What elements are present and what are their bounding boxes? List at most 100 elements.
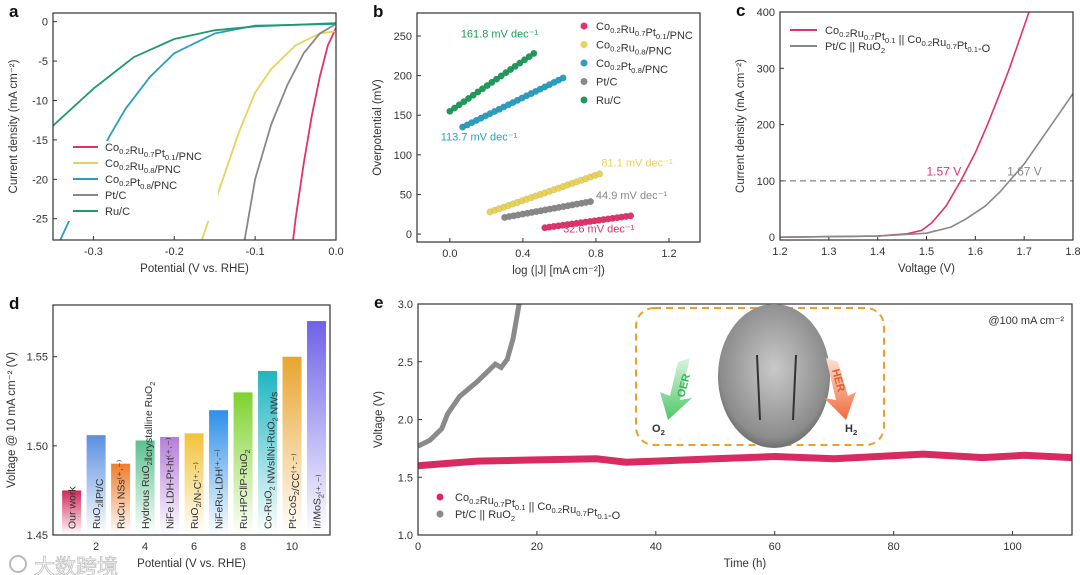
y-tick-label: 3.0 <box>398 299 413 311</box>
legend-label: Co0.2Ru0.7Pt0.1 || Co0.2Ru0.7Pt0.1-O <box>455 492 621 522</box>
electrode-right <box>792 354 797 421</box>
bar-category-label: Co-RuO2 NWs‖Ni-RuO2 NWs <box>263 392 281 529</box>
condition-label: @100 mA cm⁻² <box>988 315 1064 327</box>
y-tick-label: -10 <box>32 95 48 107</box>
legend-label: Pt/C || RuO2 <box>825 41 885 55</box>
data-point <box>446 107 454 115</box>
watermark: 大数跨境 <box>34 556 118 575</box>
bar-category-label: Pt-CoS2/CC⁽⁺·⁻⁾ <box>287 453 302 529</box>
x-tick-label: 0.8 <box>588 248 603 260</box>
bar-category-label: RuCu NSs⁽⁺·⁻⁾ <box>116 459 128 529</box>
legend-marker <box>580 96 588 104</box>
her-arrow-icon <box>824 358 856 420</box>
onset-voltage-label: 1.67 V <box>1007 164 1042 178</box>
y-tick-label: -20 <box>32 174 48 186</box>
y-tick-label: 1.50 <box>27 441 48 453</box>
oer-arrow-icon <box>660 358 692 420</box>
y-tick-label: 250 <box>394 31 412 43</box>
x-tick-label: 100 <box>1003 541 1021 553</box>
data-point <box>469 91 477 99</box>
x-tick-label: 1.4 <box>870 246 885 258</box>
y-tick-label: -25 <box>32 214 48 226</box>
x-tick-label: 0.4 <box>515 248 530 260</box>
x-tick-label: 20 <box>531 541 543 553</box>
data-point <box>596 170 604 178</box>
x-tick-label: 1.2 <box>772 246 787 258</box>
series-line <box>53 22 336 127</box>
x-tick-label: 1.6 <box>968 246 983 258</box>
legend-label: Co0.2Ru0.7Pt0.1/PNC <box>596 21 693 42</box>
x-tick-label: 1.5 <box>919 246 934 258</box>
panel-letter: a <box>9 2 19 21</box>
her-label: HER <box>829 368 847 394</box>
x-tick-label: 80 <box>888 541 900 553</box>
x-axis-label: Time (h) <box>724 558 767 570</box>
data-point <box>488 78 496 86</box>
x-tick-label: -0.1 <box>246 246 265 258</box>
y-tick-label: 50 <box>400 189 412 201</box>
data-point <box>483 81 491 90</box>
x-tick-label: 1.8 <box>1065 246 1080 258</box>
bar <box>233 392 253 535</box>
oer-label: OER <box>675 373 693 399</box>
plot-frame <box>52 12 337 241</box>
y-tick-label: 2.0 <box>398 415 413 427</box>
y-tick-label: 1.0 <box>398 530 413 542</box>
x-tick-label: 0.0 <box>328 246 343 258</box>
legend-label: Pt/C <box>105 190 126 202</box>
legend-marker <box>580 59 588 67</box>
x-tick-label: 1.7 <box>1017 246 1032 258</box>
data-point <box>492 75 501 83</box>
bar-category-label: NiFeRu-LDH⁽⁺·⁻⁾ <box>214 449 226 529</box>
y-tick-label: 400 <box>757 7 775 19</box>
legend-label: Co0.2Ru0.8/PNC <box>596 40 672 58</box>
legend-marker <box>436 493 444 501</box>
y-tick-label: -15 <box>32 135 48 147</box>
y-tick-label: 150 <box>394 110 412 122</box>
panel-d-chart: 2 4 6 8 10 1.45 1.50 1.55 Potential (V vs. RHE) V… <box>6 294 331 570</box>
data-point <box>460 98 468 106</box>
panel-a-chart: -0.3 -0.2 -0.1 0.0 0 -5 -10 -15 -20 -25 Potential … <box>8 2 344 275</box>
bar-category-label: Ir/MoS2⁽⁺·⁻⁾ <box>312 474 327 529</box>
y-axis-label: Current density (mA cm⁻²) <box>735 59 747 193</box>
x-tick-label: 40 <box>650 541 662 553</box>
y-tick-label: 100 <box>757 176 775 188</box>
o2-product-label: O2 <box>652 423 665 437</box>
x-tick-label: -0.2 <box>165 246 184 258</box>
y-axis-label: Voltage (V) <box>373 391 385 448</box>
x-tick-label: -0.3 <box>84 246 103 258</box>
bar-category-label: RuO2‖Pt/C <box>91 478 106 529</box>
plot-frame <box>417 303 1073 536</box>
bar-category-label: Ru-HPC‖P-RuO2 <box>238 449 252 529</box>
legend-marker <box>436 510 444 518</box>
y-tick-label: 200 <box>757 120 775 132</box>
y-tick-label: 1.5 <box>398 472 413 484</box>
bar <box>86 435 106 535</box>
legend-label: Pt/C || RuO2 <box>455 509 515 523</box>
data-point <box>520 56 529 64</box>
x-tick-label: 4 <box>142 541 148 553</box>
legend-label: Co0.2Pt0.8/PNC <box>105 174 177 192</box>
data-point <box>478 85 487 93</box>
tafel-slope-label: 113.7 mV dec⁻¹ <box>441 132 518 144</box>
y-tick-label: 200 <box>394 71 412 83</box>
y-axis-label: Voltage @ 10 mA cm⁻² (V) <box>6 352 18 488</box>
bar <box>160 436 180 535</box>
x-tick-label: 60 <box>769 541 781 553</box>
bar-category-label: NiFe LDH-Pt-ht⁽⁺·⁻⁾ <box>165 437 177 529</box>
panel-e-inset: OER HER O2 H2 <box>635 304 885 448</box>
data-point <box>455 101 463 109</box>
data-point <box>586 198 595 206</box>
y-axis-label: Current density (mA cm⁻²) <box>8 59 20 193</box>
data-point <box>464 94 473 102</box>
data-point <box>474 88 482 96</box>
inset-dashed-frame <box>635 307 885 446</box>
series-line <box>418 304 522 449</box>
data-point <box>627 212 635 220</box>
bar-category-label: Our work <box>67 486 79 529</box>
panel-b-chart: 0.0 0.4 0.8 1.2 0 50 100 150 200 250 log (|J| [mA … <box>372 2 701 277</box>
watermark-logo-icon <box>9 555 27 573</box>
bar <box>209 410 229 535</box>
series-line <box>780 93 1073 238</box>
x-tick-label: 10 <box>286 541 298 553</box>
